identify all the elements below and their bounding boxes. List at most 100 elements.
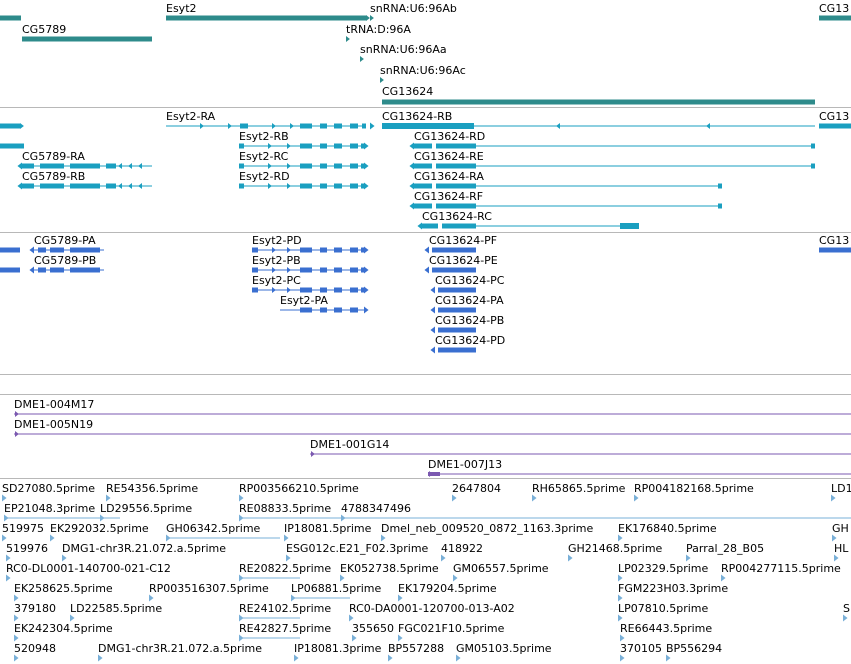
transcript-exon[interactable] <box>320 183 327 189</box>
est-marker[interactable] <box>284 534 289 542</box>
est-label[interactable]: RE08833.5prime <box>239 502 332 515</box>
est-label[interactable]: BP557288 <box>388 642 445 655</box>
transcript-arrow[interactable] <box>364 182 369 190</box>
transcript-arrow[interactable] <box>417 222 422 230</box>
transcript-exon[interactable] <box>819 123 851 129</box>
est-label[interactable]: LP07810.5prime <box>618 602 709 615</box>
transcript-arrow[interactable] <box>17 162 22 170</box>
protein-exon[interactable] <box>38 267 46 273</box>
protein-exon[interactable] <box>432 247 476 253</box>
est-label[interactable]: RH65865.5prime <box>532 482 626 495</box>
transcript-exon[interactable] <box>334 163 342 169</box>
est-label[interactable]: 370105 <box>620 642 662 655</box>
est-marker[interactable] <box>618 574 623 582</box>
est-label[interactable]: GM05103.5prime <box>456 642 552 655</box>
protein-label[interactable]: Esyt2-PB <box>252 254 301 267</box>
est-label[interactable]: ESG012c.E21_F02.3prime <box>286 542 429 555</box>
est-label[interactable]: 519975 <box>2 522 44 535</box>
clone-label[interactable]: DME1-007J13 <box>428 458 503 471</box>
est-label[interactable]: RE66443.5prime <box>620 622 713 635</box>
est-marker[interactable] <box>832 534 837 542</box>
protein-exon[interactable] <box>320 287 327 293</box>
est-marker[interactable] <box>352 634 357 642</box>
protein-exon[interactable] <box>320 267 327 273</box>
protein-exon[interactable] <box>300 247 312 253</box>
transcript-arrow[interactable] <box>228 123 232 129</box>
transcript-arrow[interactable] <box>138 183 142 189</box>
gene-label[interactable]: snRNA:U6:96Ab <box>370 2 457 15</box>
transcript-arrow[interactable] <box>409 202 414 210</box>
transcript-exon[interactable] <box>350 143 358 149</box>
gene-arrow[interactable] <box>360 56 364 62</box>
est-marker[interactable] <box>721 574 726 582</box>
est-label[interactable]: EK176840.5prime <box>618 522 717 535</box>
protein-exon[interactable] <box>350 247 358 253</box>
protein-arrow[interactable] <box>364 246 369 254</box>
est-marker[interactable] <box>14 634 19 642</box>
protein-arrow[interactable] <box>287 287 291 293</box>
est-marker[interactable] <box>843 614 848 622</box>
transcript-exon[interactable] <box>718 203 722 209</box>
transcript-exon[interactable] <box>239 183 244 189</box>
est-label[interactable]: LP06881.5prime <box>291 582 382 595</box>
protein-exon[interactable] <box>438 347 476 353</box>
gene-label[interactable]: Esyt2 <box>166 2 197 15</box>
est-label[interactable]: RE42827.5prime <box>239 622 332 635</box>
est-marker[interactable] <box>349 614 354 622</box>
protein-label[interactable]: Esyt2-PC <box>252 274 301 287</box>
est-marker[interactable] <box>98 654 103 662</box>
protein-exon[interactable] <box>334 267 342 273</box>
est-label[interactable]: RE54356.5prime <box>106 482 199 495</box>
protein-exon[interactable] <box>70 247 100 253</box>
transcript-arrow[interactable] <box>290 123 294 129</box>
est-marker[interactable] <box>532 494 537 502</box>
est-label[interactable]: HL <box>834 542 849 555</box>
protein-arrow[interactable] <box>272 247 276 253</box>
clone-marker[interactable] <box>15 411 19 417</box>
transcript-label[interactable]: CG5789-RB <box>22 170 86 183</box>
est-label[interactable]: EK292032.5prime <box>50 522 149 535</box>
protein-arrow[interactable] <box>430 286 435 294</box>
gene-arrow[interactable] <box>380 77 384 83</box>
transcript-arrow[interactable] <box>118 183 122 189</box>
transcript-exon[interactable] <box>106 183 116 189</box>
clone-label[interactable]: DME1-004M17 <box>14 398 95 411</box>
est-marker[interactable] <box>381 534 386 542</box>
est-marker[interactable] <box>50 534 55 542</box>
transcript-exon[interactable] <box>106 163 116 169</box>
protein-arrow[interactable] <box>364 266 369 274</box>
transcript-exon[interactable] <box>442 223 476 229</box>
transcript-arrow[interactable] <box>272 123 276 129</box>
protein-exon[interactable] <box>252 287 258 293</box>
transcript-exon[interactable] <box>436 183 476 189</box>
clone-label[interactable]: DME1-001G14 <box>310 438 390 451</box>
transcript-exon[interactable] <box>414 203 432 209</box>
est-marker[interactable] <box>2 534 7 542</box>
transcript-exon[interactable] <box>40 163 64 169</box>
est-marker[interactable] <box>70 614 75 622</box>
transcript-exon[interactable] <box>334 123 342 129</box>
transcript-arrow[interactable] <box>138 163 142 169</box>
transcript-arrow[interactable] <box>287 163 291 169</box>
est-marker[interactable] <box>398 634 403 642</box>
protein-label[interactable]: Esyt2-PA <box>280 294 328 307</box>
transcript-exon[interactable] <box>382 123 474 129</box>
est-label[interactable]: RE20822.5prime <box>239 562 332 575</box>
est-label[interactable]: 379180 <box>14 602 56 615</box>
est-label[interactable]: DMG1-chr3R.21.072.a.5prime <box>62 542 227 555</box>
transcript-exon[interactable] <box>361 183 364 189</box>
transcript-exon[interactable] <box>436 143 476 149</box>
protein-exon[interactable] <box>0 247 20 253</box>
transcript-exon[interactable] <box>414 163 432 169</box>
est-marker[interactable] <box>239 634 244 642</box>
transcript-arrow[interactable] <box>364 142 369 150</box>
transcript-label[interactable]: CG5789-RA <box>22 150 85 163</box>
est-marker[interactable] <box>388 654 393 662</box>
protein-label[interactable]: CG13624-PD <box>435 334 506 347</box>
gene-arrow[interactable] <box>346 36 350 42</box>
est-marker[interactable] <box>62 554 67 562</box>
transcript-label[interactable]: Esyt2-RB <box>239 130 289 143</box>
transcript-label[interactable]: Esyt2-RA <box>166 110 216 123</box>
protein-exon[interactable] <box>361 267 364 273</box>
est-marker[interactable] <box>618 594 623 602</box>
